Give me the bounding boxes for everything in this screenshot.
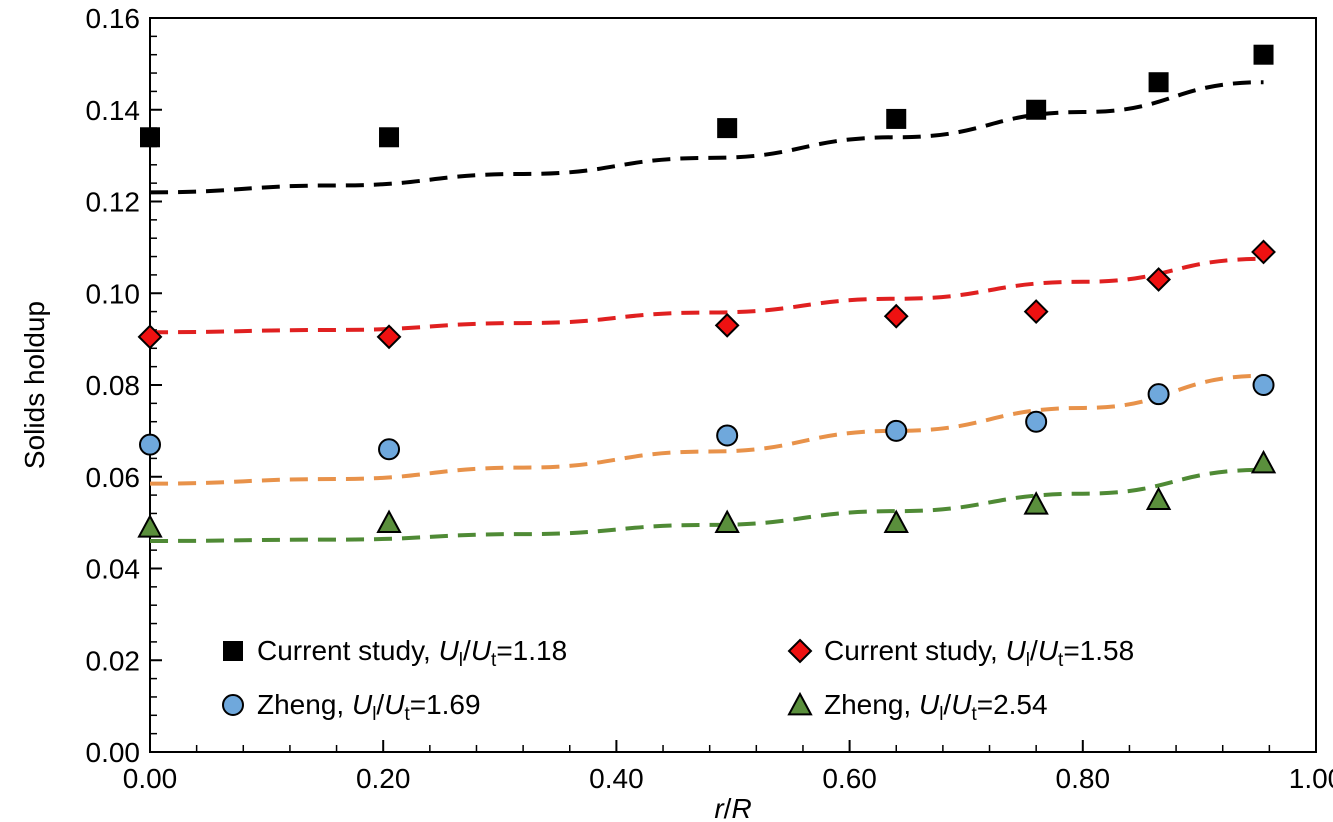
data-point-series-3 <box>1025 410 1048 433</box>
legend-marker-series-4 <box>787 691 813 716</box>
data-point-series-3 <box>139 433 161 456</box>
data-point-series-2 <box>1023 299 1049 325</box>
legend-label-series-1: Current study, Ul/Ut=1.18 <box>257 635 567 671</box>
data-point-series-2 <box>137 324 163 350</box>
data-point-series-4 <box>1023 491 1049 515</box>
data-point-series-2 <box>714 312 740 338</box>
legend-slash: / <box>1030 635 1038 666</box>
legend-ratio-value: =1.18 <box>496 635 567 666</box>
legend-label-series-4: Zheng, Ul/Ut=2.54 <box>824 689 1048 725</box>
legend-label-prefix: Zheng, <box>257 689 352 720</box>
data-point-series-1 <box>1148 72 1169 93</box>
y-tick-label: 0.10 <box>86 278 141 309</box>
data-point-series-1 <box>140 127 160 148</box>
legend-ratio-value: =1.69 <box>410 689 481 720</box>
legend-subscript-l: l <box>372 704 376 725</box>
legend-label-series-3: Zheng, Ul/Ut=1.69 <box>257 689 481 725</box>
legend-marker-series-1 <box>223 641 243 661</box>
legend-subscript-l: l <box>939 704 943 725</box>
legend-ratio-value: =1.58 <box>1063 635 1134 666</box>
x-tick-label: 0.60 <box>822 763 877 794</box>
x-tick-label: 0.80 <box>1056 763 1111 794</box>
y-tick-label: 0.02 <box>86 645 141 676</box>
legend-slash: / <box>376 689 384 720</box>
y-tick-label: 0.14 <box>86 95 141 126</box>
fit-line-series-2 <box>149 256 1264 335</box>
legend-symbol-U: U <box>951 689 972 720</box>
y-tick-label: 0.04 <box>86 554 141 585</box>
x-tick-label: 1.00 <box>1289 763 1333 794</box>
data-point-series-2 <box>376 324 402 350</box>
x-tick-label: 0.00 <box>123 763 178 794</box>
data-point-series-1 <box>1026 99 1047 120</box>
x-tick-label: 0.40 <box>589 763 644 794</box>
data-point-series-1 <box>886 108 907 129</box>
legend-slash: / <box>943 689 951 720</box>
legend-symbol-U: U <box>352 689 373 720</box>
legend-subscript-t: t <box>971 704 977 725</box>
legend-symbol-U: U <box>471 635 492 666</box>
fit-lines <box>149 80 1264 543</box>
legend-symbol-U: U <box>1006 635 1027 666</box>
legend-subscript-t: t <box>1058 650 1064 671</box>
data-point-series-1 <box>1253 44 1274 65</box>
legend-label-prefix: Current study, <box>257 635 439 666</box>
data-point-series-4 <box>137 514 163 538</box>
x-axis-title-sep: / <box>724 793 732 822</box>
y-tick-label: 0.16 <box>86 3 141 34</box>
data-point-series-1 <box>717 118 738 139</box>
data-point-series-3 <box>378 438 401 461</box>
data-point-series-4 <box>1250 449 1277 474</box>
data-point-series-2 <box>1146 267 1172 292</box>
fit-line-series-4 <box>149 467 1264 543</box>
legend-label-prefix: Current study, <box>824 635 1006 666</box>
y-tick-label: 0.06 <box>86 462 141 493</box>
legend-subscript-t: t <box>491 650 497 671</box>
fit-line-series-3 <box>149 373 1264 486</box>
x-axis-title-r: r <box>714 793 725 822</box>
legend-slash: / <box>463 635 471 666</box>
x-axis-title: r/R <box>714 793 751 822</box>
data-point-series-3 <box>885 419 908 442</box>
x-tick-label: 0.20 <box>356 763 411 794</box>
legend-subscript-t: t <box>404 704 410 725</box>
legend-symbol-U: U <box>1038 635 1059 666</box>
legend-marker-series-2 <box>787 638 813 664</box>
data-points <box>137 44 1277 538</box>
data-point-series-4 <box>1145 486 1172 511</box>
y-tick-label: 0.12 <box>86 187 141 218</box>
data-point-series-2 <box>883 303 909 329</box>
legend-marker-series-3 <box>222 694 244 716</box>
data-point-series-1 <box>379 127 400 148</box>
fit-line-series-1 <box>149 80 1264 195</box>
legend-subscript-l: l <box>459 650 463 671</box>
x-axis-title-R: R <box>731 793 751 822</box>
data-point-series-4 <box>883 509 909 533</box>
data-point-series-4 <box>714 509 740 533</box>
legend-ratio-value: =2.54 <box>977 689 1048 720</box>
legend-symbol-U: U <box>919 689 940 720</box>
y-tick-label: 0.00 <box>86 737 141 768</box>
axes: 0.00 0.02 0.04 0.06 0.08 0.10 0.12 0.14 0.16 0.00… <box>19 3 1333 822</box>
legend-symbol-U: U <box>384 689 405 720</box>
legend-label-prefix: Zheng, <box>824 689 919 720</box>
data-point-series-3 <box>716 424 739 447</box>
data-point-series-4 <box>376 509 402 533</box>
data-point-series-3 <box>1252 374 1275 396</box>
y-tick-label: 0.08 <box>86 370 141 401</box>
legend-subscript-l: l <box>1026 650 1030 671</box>
legend-symbol-U: U <box>439 635 460 666</box>
data-point-series-2 <box>1251 239 1276 265</box>
data-point-series-3 <box>1147 383 1170 406</box>
legend-label-series-2: Current study, Ul/Ut=1.58 <box>824 635 1134 671</box>
y-axis-title: Solids holdup <box>19 301 50 469</box>
legend: Current study, Ul/Ut=1.18 Current study, … <box>222 635 1134 725</box>
